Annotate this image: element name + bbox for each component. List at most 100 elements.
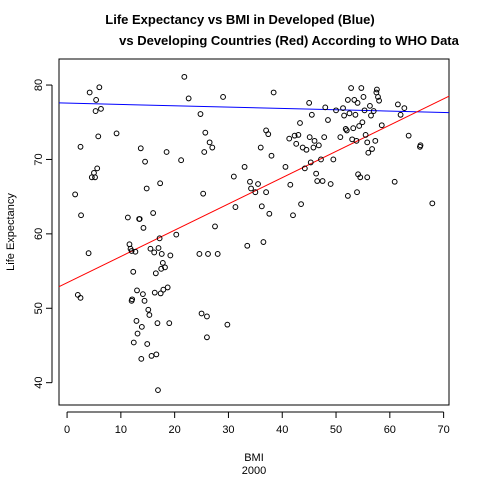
data-point (204, 313, 210, 320)
data-point (346, 110, 353, 117)
data-point (306, 134, 313, 141)
data-point (348, 85, 354, 91)
data-point (95, 133, 102, 140)
data-point (293, 140, 300, 147)
data-point (330, 156, 337, 163)
data-point (206, 139, 213, 146)
data-point (214, 251, 221, 257)
data-point (133, 318, 140, 324)
x-tick-label: 20 (169, 424, 181, 436)
x-axis: 0 10 20 30 40 50 60 70 (64, 411, 450, 436)
data-point (314, 178, 321, 184)
data-point (291, 132, 298, 139)
data-point (128, 248, 135, 254)
data-point (352, 111, 359, 118)
data-point (364, 139, 371, 146)
data-point (401, 105, 408, 112)
data-point (341, 112, 348, 119)
data-point (74, 291, 81, 298)
data-point (134, 330, 141, 337)
y-tick-label: 70 (33, 153, 45, 165)
data-point (94, 165, 101, 172)
data-point (130, 268, 137, 275)
data-point (163, 149, 170, 155)
x-tick-label: 50 (330, 424, 342, 436)
data-point (93, 97, 100, 103)
data-point (344, 193, 351, 199)
data-point (113, 130, 120, 137)
data-point (286, 135, 293, 142)
data-point (375, 94, 381, 100)
data-point (130, 339, 137, 346)
y-tick-label: 40 (33, 377, 45, 389)
data-point (319, 178, 326, 184)
data-point (307, 159, 314, 166)
data-point (356, 123, 363, 129)
data-point (151, 249, 158, 256)
data-point (201, 149, 208, 155)
data-point (181, 73, 188, 80)
data-point (72, 191, 79, 198)
y-axis-label: Life Expectancy (5, 193, 17, 271)
data-point (85, 250, 92, 257)
chart-title-line1: Life Expectancy vs BMI in Developed (Blu… (105, 12, 374, 27)
y-tick-label: 80 (33, 79, 45, 91)
data-point (282, 163, 289, 170)
data-point (156, 235, 163, 242)
data-point (263, 189, 270, 196)
data-point (152, 270, 159, 277)
data-point (354, 100, 361, 106)
x-tick-label: 70 (437, 424, 449, 436)
data-point (86, 89, 93, 96)
data-point (158, 251, 165, 257)
data-point (325, 117, 331, 123)
data-point (145, 306, 152, 313)
data-point (167, 252, 174, 259)
data-point (78, 212, 84, 219)
data-point (153, 351, 160, 358)
data-point (247, 178, 253, 185)
data-point (321, 134, 328, 141)
data-point (136, 216, 143, 222)
data-point (159, 259, 166, 266)
data-point (138, 323, 145, 330)
data-point (198, 310, 205, 317)
data-point (322, 104, 329, 111)
data-point (359, 119, 366, 126)
data-point (77, 294, 84, 301)
data-point (147, 245, 154, 252)
data-point (374, 86, 380, 93)
data-point (360, 94, 367, 100)
data-point (378, 122, 385, 129)
data-point (197, 111, 204, 117)
data-point (266, 210, 273, 217)
data-point (372, 137, 379, 144)
data-point (362, 131, 369, 138)
data-point (241, 163, 248, 170)
data-point (232, 204, 239, 210)
data-point (178, 157, 185, 164)
data-point (365, 149, 372, 156)
data-point (146, 312, 153, 318)
data-point (155, 387, 161, 394)
data-point (88, 174, 95, 181)
data-point (151, 289, 158, 296)
data-point (290, 212, 296, 219)
data-point (142, 158, 148, 165)
data-point (155, 245, 162, 251)
data-point (333, 107, 339, 114)
data-point (209, 144, 216, 151)
data-point (248, 185, 254, 192)
data-point (132, 248, 139, 255)
data-point (154, 320, 161, 327)
x-tick-label: 40 (276, 424, 288, 436)
fit-lines (58, 95, 450, 288)
data-point (162, 264, 168, 271)
data-point (124, 214, 131, 221)
data-point (303, 146, 310, 153)
data-point (150, 210, 157, 216)
data-point (295, 131, 302, 138)
data-point (200, 190, 207, 197)
data-point (144, 341, 151, 347)
